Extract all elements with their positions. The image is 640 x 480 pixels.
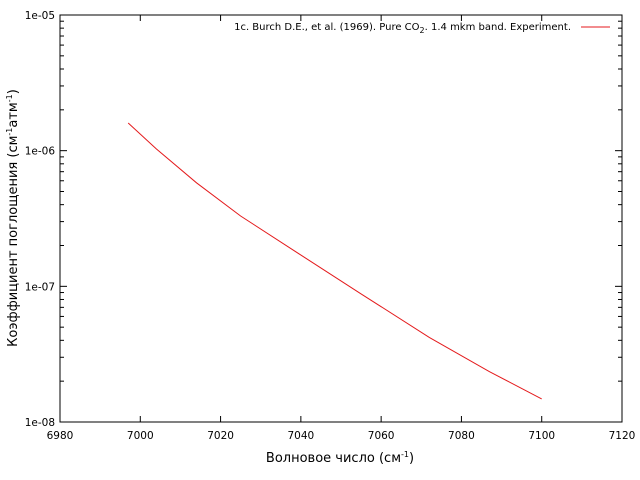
x-tick-label: 7000: [127, 430, 154, 442]
x-tick-label: 6980: [47, 430, 74, 442]
y-axis-label: Коэффициент поглощения (см-1атм-1): [5, 89, 21, 347]
plot-area: [59, 14, 623, 423]
y-tick-label: 1e-05: [25, 10, 55, 22]
series-line: [127, 122, 542, 400]
y-tick-label: 1e-06: [25, 146, 56, 158]
legend-entry-label: 1c. Burch D.E., et al. (1969). Pure CO2.…: [234, 22, 571, 35]
x-tick-label: 7060: [368, 430, 395, 442]
series-layer: [127, 122, 542, 400]
y-tick-label: 1e-08: [25, 417, 55, 429]
x-tick-label: 7120: [609, 430, 636, 442]
x-tick-label: 7040: [287, 430, 314, 442]
y-tick-label: 1e-07: [25, 281, 55, 293]
x-tick-label: 7080: [448, 430, 475, 442]
legend: 1c. Burch D.E., et al. (1969). Pure CO2.…: [234, 22, 610, 35]
axis-ticks: 6980 7000 7020 7040 7060 7080 7100 7120 1e-08 1e-…: [25, 10, 636, 442]
x-tick-label: 7100: [528, 430, 555, 442]
x-axis-label: Волновое число (см-1): [266, 450, 414, 466]
x-tick-label: 7020: [207, 430, 234, 442]
